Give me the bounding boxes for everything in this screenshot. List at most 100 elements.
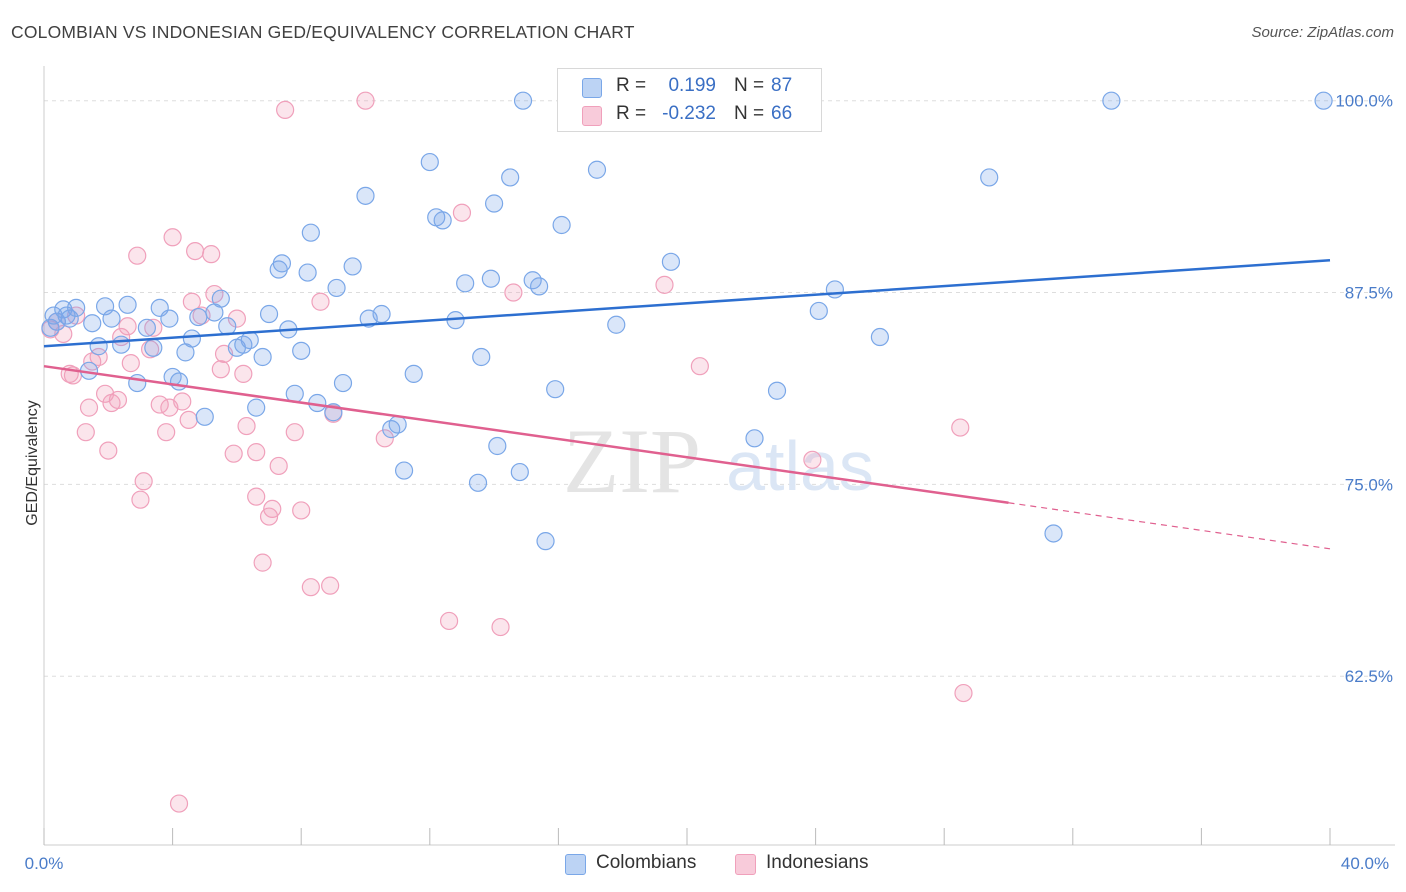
colombians-points	[41, 91, 1333, 551]
colombian-point	[394, 461, 414, 480]
legend-swatch-colombians	[582, 78, 602, 98]
indonesian-point	[253, 553, 272, 572]
indonesian-point	[356, 91, 375, 110]
indonesians-trend-line	[43, 364, 1009, 505]
colombian-point	[587, 160, 607, 179]
indonesian-point	[179, 410, 198, 430]
colombian-point	[767, 381, 787, 400]
indonesian-point	[205, 284, 224, 304]
colombian-point	[112, 335, 131, 354]
indonesian-point	[276, 100, 295, 120]
chart-title: COLOMBIAN VS INDONESIAN GED/EQUIVALENCY …	[11, 22, 635, 42]
colombian-point	[870, 327, 890, 347]
legend-r-value: -0.232	[662, 103, 716, 124]
colombian-point	[298, 263, 317, 282]
y-axis-label: GED/Equivalency	[24, 400, 41, 525]
colombian-point	[661, 252, 681, 271]
colombian-point	[530, 277, 549, 296]
colombian-point	[67, 298, 86, 317]
indonesian-point	[292, 501, 311, 520]
colombian-point	[218, 317, 237, 336]
y-tick-label: 100.0%	[1335, 92, 1393, 111]
legend-n-label: N =	[734, 103, 765, 124]
colombian-point	[552, 215, 571, 235]
indonesian-point	[263, 499, 282, 519]
indonesian-point	[144, 318, 163, 337]
colombian-point	[253, 347, 272, 367]
colombian-point	[825, 280, 844, 299]
legend-r-label: R =	[616, 75, 647, 96]
indonesian-point	[321, 576, 340, 595]
colombian-point	[333, 373, 353, 393]
indonesian-point	[108, 390, 128, 410]
bottom-legend-label-indonesians: Indonesians	[766, 852, 869, 873]
colombian-point	[420, 152, 439, 172]
y-tick-label: 62.5%	[1345, 667, 1393, 686]
legend-swatch-indonesians	[582, 106, 602, 126]
colombian-point	[160, 309, 179, 328]
colombian-point	[240, 330, 259, 350]
indonesian-point	[234, 364, 253, 383]
colombian-point	[745, 429, 764, 448]
colombian-point	[980, 168, 999, 187]
indonesian-point	[182, 292, 201, 311]
colombian-point	[247, 398, 266, 417]
colombian-point	[89, 337, 108, 356]
indonesian-point	[655, 275, 674, 294]
indonesian-point	[89, 347, 108, 367]
y-tick-label: 75.0%	[1345, 475, 1393, 494]
indonesian-point	[99, 441, 118, 460]
colombian-point	[488, 436, 507, 456]
indonesian-point	[121, 354, 140, 373]
colombian-point	[169, 372, 189, 391]
indonesian-point	[128, 246, 147, 265]
colombian-point	[468, 473, 488, 492]
colombian-point	[501, 168, 520, 187]
indonesian-point	[269, 456, 288, 476]
bottom-legend-label-colombians: Colombians	[596, 852, 697, 873]
indonesian-point	[504, 283, 523, 302]
colombian-point	[128, 373, 147, 393]
indonesian-point	[169, 794, 189, 813]
colombian-point	[301, 223, 320, 242]
colombian-point	[189, 307, 208, 327]
colombian-point	[536, 532, 555, 551]
grid-lines	[44, 100, 1395, 677]
colombian-point	[485, 194, 504, 213]
y-tick-label: 87.5%	[1345, 284, 1393, 303]
colombian-point	[809, 301, 828, 321]
colombian-point	[272, 254, 292, 273]
indonesian-point	[951, 418, 970, 437]
indonesian-point	[690, 357, 709, 376]
axes	[43, 66, 1395, 846]
indonesian-point	[803, 450, 822, 469]
colombian-point	[102, 309, 121, 328]
source-label: Source: ZipAtlas.com	[1251, 24, 1394, 41]
indonesian-point	[375, 429, 394, 448]
indonesian-point	[76, 423, 95, 442]
colombian-point	[481, 269, 500, 288]
indonesian-point	[247, 443, 266, 462]
colombian-point	[456, 274, 475, 293]
indonesian-point	[211, 360, 230, 379]
indonesian-point	[163, 228, 182, 247]
colombian-point	[372, 304, 391, 324]
x-tick-label: 40.0%	[1341, 854, 1389, 873]
colombian-point	[388, 415, 407, 434]
indonesian-point	[118, 317, 137, 336]
colombian-point	[546, 380, 565, 399]
indonesian-point	[452, 203, 472, 222]
colombian-point	[60, 309, 79, 328]
legend-r-label: R =	[616, 103, 647, 124]
colombian-point	[382, 420, 401, 439]
colombian-point	[1314, 91, 1333, 110]
indonesian-point	[285, 423, 304, 442]
legend-n-value: 66	[771, 103, 793, 124]
colombian-point	[57, 306, 76, 325]
colombian-point	[195, 407, 214, 426]
colombian-point	[144, 338, 163, 357]
colombian-point	[327, 278, 346, 298]
legend-n-value: 87	[771, 75, 793, 96]
colombian-point	[259, 304, 279, 324]
